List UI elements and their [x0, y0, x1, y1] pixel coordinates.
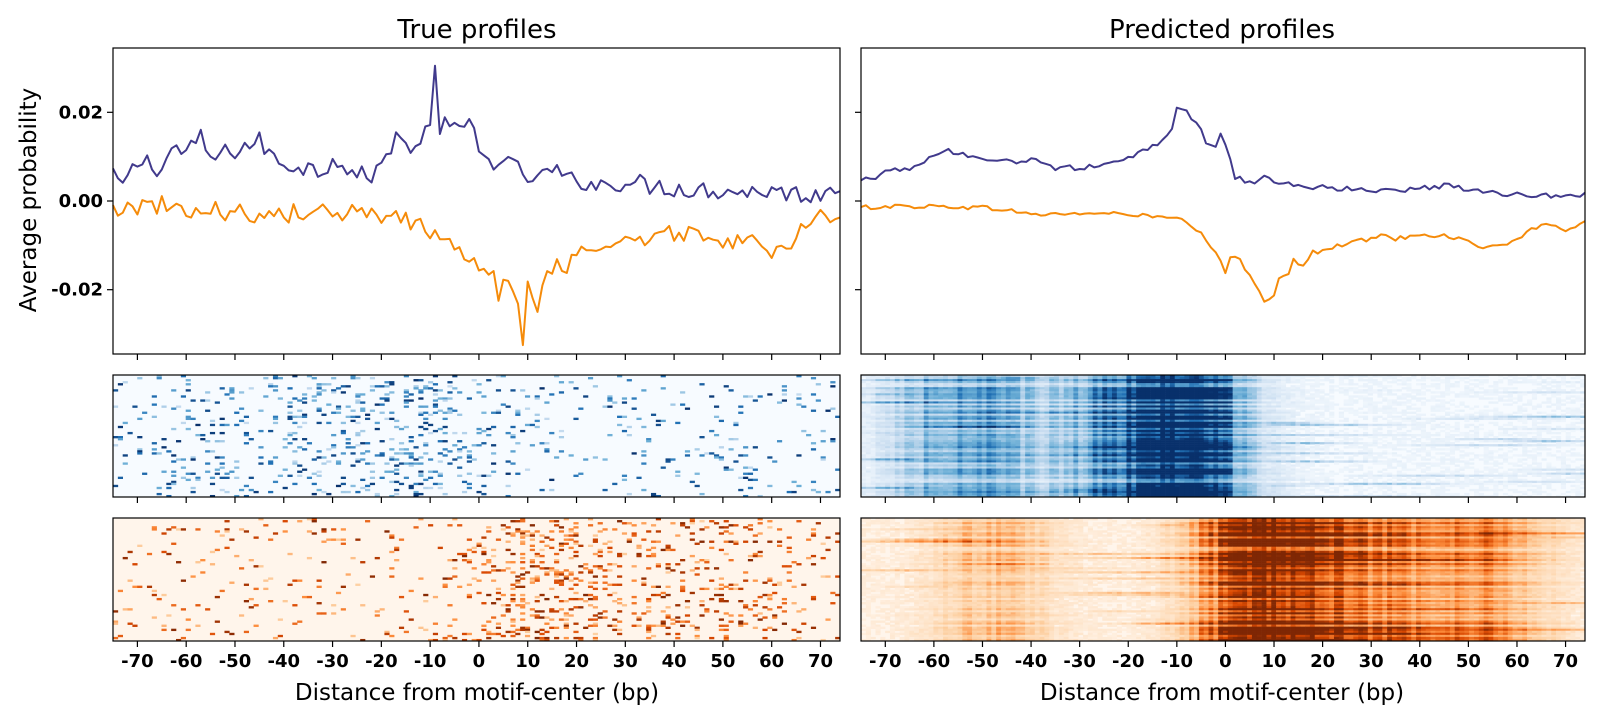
x-tick-label: 30 [613, 651, 638, 672]
x-tick-label: -30 [316, 651, 349, 672]
heatmap-frame [860, 517, 1586, 642]
series-line-negative [860, 203, 1586, 303]
x-tick-label: 40 [1407, 651, 1432, 672]
x-tick-label: 40 [662, 651, 687, 672]
plot-frame [860, 47, 1586, 355]
series-line-negative [112, 195, 841, 347]
x-tick-label: -70 [869, 651, 902, 672]
right-x-axis-label: Distance from motif-center (bp) [1040, 680, 1404, 706]
series-line-positive [860, 106, 1586, 199]
x-tick-label: 20 [564, 651, 589, 672]
y-tick-label: -0.02 [51, 280, 103, 301]
x-tick-label: 20 [1310, 651, 1335, 672]
x-tick-label: 60 [1504, 651, 1529, 672]
y-tick-label: 0.00 [59, 191, 103, 212]
true-positive-heatmap [112, 374, 841, 498]
x-tick-label: -10 [1161, 651, 1194, 672]
right-panel-title: Predicted profiles [1109, 15, 1335, 45]
heatmap-frame [860, 374, 1586, 498]
x-tick-label: -10 [414, 651, 447, 672]
x-tick-label: -50 [219, 651, 252, 672]
x-tick-label: -40 [268, 651, 301, 672]
x-tick-label: -70 [121, 651, 154, 672]
predicted-positive-heatmap [860, 374, 1586, 498]
y-axis-label: Average probability [16, 88, 42, 312]
left-panel-title: True profiles [396, 15, 556, 45]
x-tick-label: 10 [515, 651, 540, 672]
x-tick-label: 30 [1359, 651, 1384, 672]
x-tick-label: 50 [710, 651, 735, 672]
x-tick-label: -20 [365, 651, 398, 672]
y-tick-label: 0.02 [59, 102, 103, 123]
x-tick-label: 70 [808, 651, 833, 672]
x-tick-label: -60 [918, 651, 951, 672]
x-tick-label: 0 [473, 651, 486, 672]
x-tick-label: 50 [1456, 651, 1481, 672]
x-tick-label: -20 [1112, 651, 1145, 672]
x-tick-label: 70 [1553, 651, 1578, 672]
axis-ticks: -70 -60 -50 -40 -30 -20 -10 0 10 20 30 40 50 60 70 -70-… [121, 354, 1578, 672]
x-tick-label: 60 [759, 651, 784, 672]
x-tick-label: -50 [966, 651, 999, 672]
true-profiles-line-panel: -0.02 0.00 0.02 [51, 47, 841, 355]
predicted-profiles-line-panel [855, 47, 1586, 355]
x-tick-label: -30 [1063, 651, 1096, 672]
series-line-positive [112, 64, 841, 204]
predicted-negative-heatmap [860, 517, 1586, 642]
heatmap-frame [112, 517, 841, 642]
x-tick-label: 0 [1219, 651, 1232, 672]
heatmap-frame [112, 374, 841, 498]
x-tick-label: -60 [170, 651, 203, 672]
x-tick-label: 10 [1261, 651, 1286, 672]
plot-frame [112, 47, 841, 355]
left-x-axis-label: Distance from motif-center (bp) [295, 680, 659, 706]
true-negative-heatmap [112, 517, 841, 642]
x-tick-label: -40 [1015, 651, 1048, 672]
